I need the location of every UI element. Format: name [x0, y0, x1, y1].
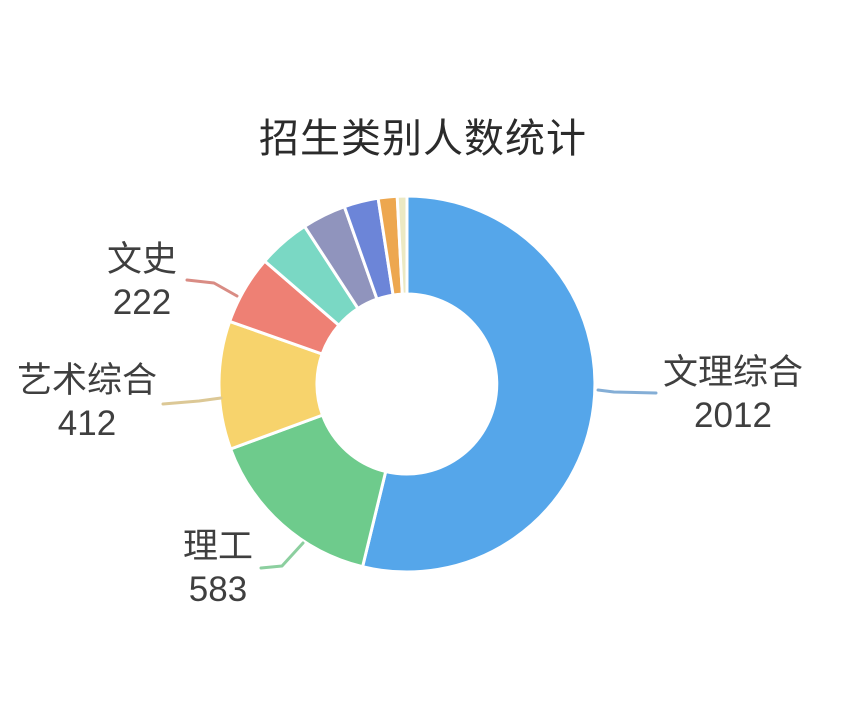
slice-label-value: 222 — [112, 283, 172, 322]
slice-label-name: 文理综合 — [662, 353, 804, 392]
pie-slice-1[interactable] — [229, 413, 388, 569]
slice-label-wenli-zonghe: 文理综合 2012 — [663, 351, 803, 437]
label-leader-line-3 — [185, 278, 239, 298]
slice-label-value: 412 — [57, 404, 117, 443]
slice-label-name: 文史 — [106, 240, 178, 279]
pie-slice-8[interactable] — [395, 194, 409, 296]
label-leader-line-0 — [596, 388, 658, 395]
slice-label-wenshi: 文史 222 — [107, 238, 177, 324]
pie-slice-0[interactable] — [361, 194, 597, 574]
slice-label-yishu-zonghe: 艺术综合 412 — [17, 359, 157, 445]
slice-label-ligong: 理工 583 — [183, 525, 253, 611]
label-leader-line-2 — [161, 396, 223, 406]
slice-label-value: 583 — [188, 570, 248, 609]
slice-label-name: 艺术综合 — [16, 361, 158, 400]
slice-label-value: 2012 — [694, 396, 772, 435]
label-leader-line-1 — [259, 541, 305, 570]
slice-label-name: 理工 — [182, 527, 254, 566]
chart-title: 招生类别人数统计 — [259, 117, 587, 161]
